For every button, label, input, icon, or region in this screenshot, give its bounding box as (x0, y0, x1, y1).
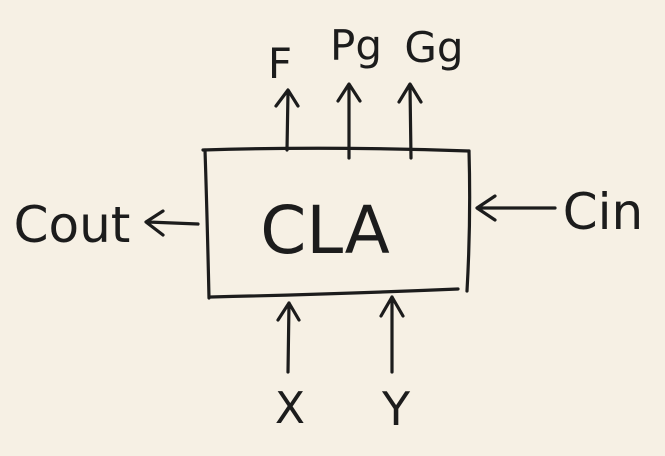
cla-block-bottom (209, 287, 460, 299)
cla-block-left (203, 148, 211, 300)
input-Cin: Cin (475, 183, 644, 241)
input-Cin-label: Cin (563, 183, 644, 241)
output-Cout-arrow (144, 209, 200, 237)
output-F-arrow (274, 88, 300, 152)
output-F: F (268, 39, 300, 152)
cla-label: CLA (260, 192, 390, 269)
output-F-label: F (268, 39, 292, 88)
output-Cout: Cout (14, 196, 200, 254)
input-Y-label: Y (381, 382, 411, 436)
output-Gg: Gg (397, 23, 464, 160)
output-Pg-label: Pg (330, 21, 382, 70)
input-X-arrow (276, 301, 301, 374)
input-X: X (275, 301, 305, 434)
input-Y-arrow (379, 295, 405, 374)
cla-block-top (201, 146, 471, 153)
output-Gg-arrow (397, 82, 423, 160)
output-Gg-label: Gg (404, 23, 463, 72)
input-X-label: X (275, 383, 305, 434)
input-Y: Y (379, 295, 411, 436)
output-Pg: Pg (330, 21, 382, 160)
output-Pg-arrow (336, 82, 362, 160)
output-Cout-label: Cout (14, 196, 131, 254)
cla-block-right (465, 149, 472, 293)
cla-block: CLA (201, 146, 472, 300)
input-Cin-arrow (475, 194, 557, 222)
